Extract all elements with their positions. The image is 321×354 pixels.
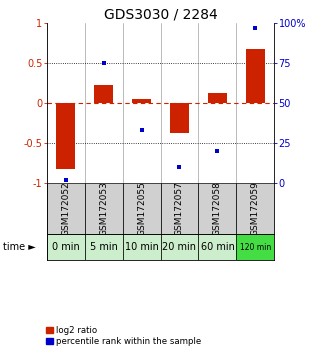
Bar (56, 103, 75, 169)
Bar (237, 234, 274, 260)
Text: 60 min: 60 min (201, 242, 234, 252)
Text: 0 min: 0 min (52, 242, 79, 252)
Text: GSM172053: GSM172053 (99, 181, 108, 236)
Bar (94, 85, 113, 103)
Text: GSM172059: GSM172059 (251, 181, 260, 236)
Text: GSM172057: GSM172057 (175, 181, 184, 236)
Bar (84, 234, 123, 260)
Bar (170, 103, 189, 133)
Text: time ►: time ► (3, 242, 36, 252)
Bar (237, 183, 274, 234)
Bar (123, 183, 160, 234)
Bar (84, 183, 123, 234)
Bar (123, 234, 160, 260)
Bar (132, 99, 151, 103)
Text: GSM172052: GSM172052 (61, 181, 70, 236)
Text: GSM172055: GSM172055 (137, 181, 146, 236)
Text: 120 min: 120 min (240, 242, 271, 252)
Text: 20 min: 20 min (162, 242, 196, 252)
Bar (208, 93, 227, 103)
Text: GSM172058: GSM172058 (213, 181, 222, 236)
Bar (160, 183, 198, 234)
Bar (246, 48, 265, 103)
Bar (47, 234, 84, 260)
Bar (47, 183, 84, 234)
Title: GDS3030 / 2284: GDS3030 / 2284 (104, 8, 217, 22)
Text: 5 min: 5 min (90, 242, 117, 252)
Bar (160, 234, 198, 260)
Bar (198, 234, 237, 260)
Legend: log2 ratio, percentile rank within the sample: log2 ratio, percentile rank within the s… (46, 326, 202, 346)
Text: 10 min: 10 min (125, 242, 159, 252)
Bar (198, 183, 237, 234)
